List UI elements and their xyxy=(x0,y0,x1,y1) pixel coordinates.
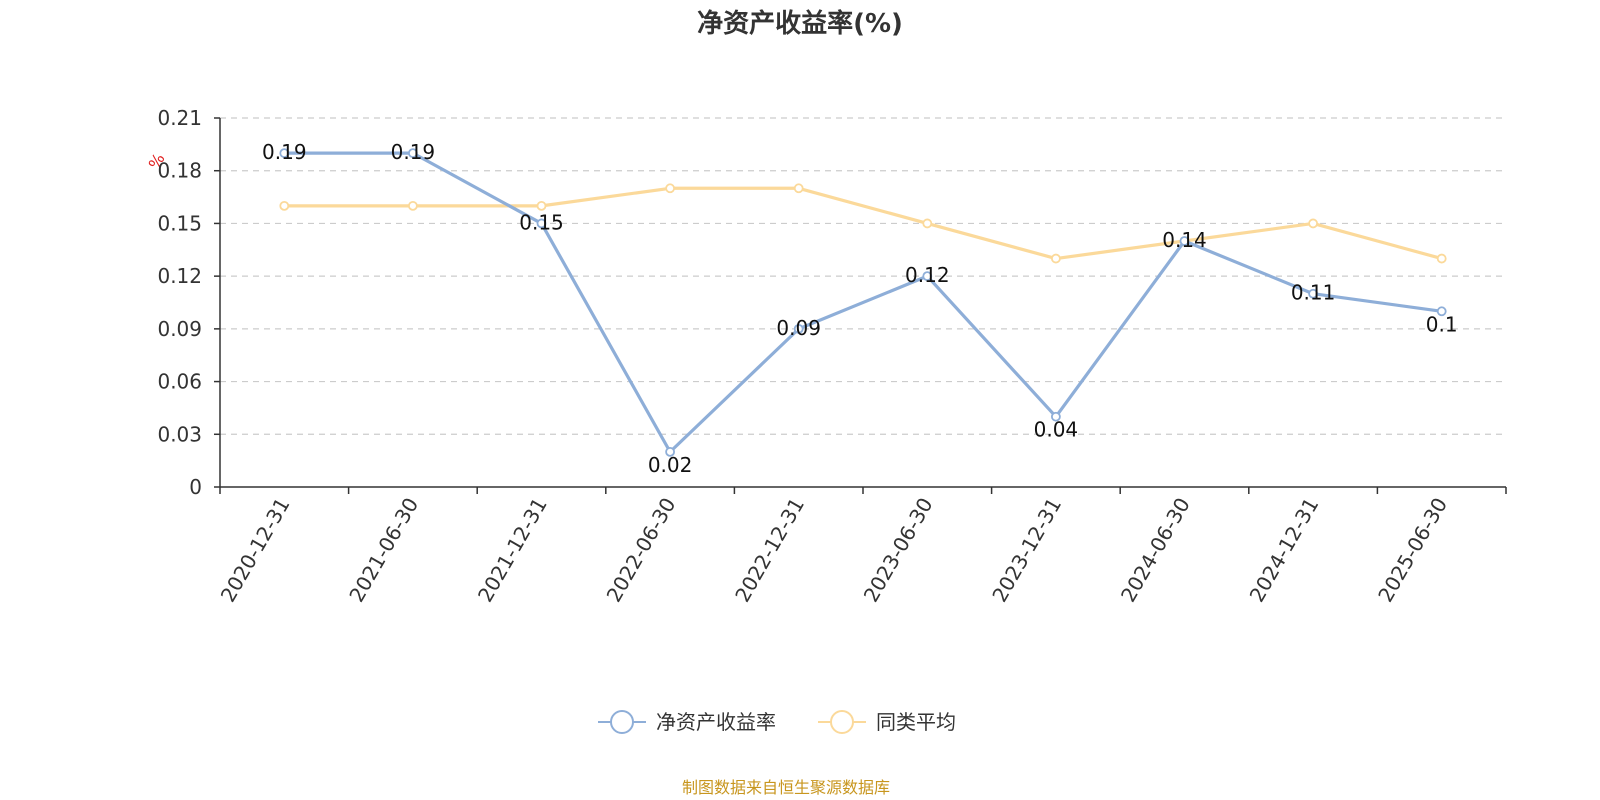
data-point xyxy=(665,183,675,194)
x-tick-label: 2023-06-30 xyxy=(859,494,938,607)
data-label: 0.19 xyxy=(391,140,436,164)
data-point xyxy=(922,271,933,282)
x-tick-label: 2025-06-30 xyxy=(1373,494,1452,607)
data-point xyxy=(1308,288,1318,299)
legend[interactable]: 净资产收益率 同类平均 xyxy=(598,710,956,734)
data-point xyxy=(407,148,418,159)
legend-label: 净资产收益率 xyxy=(656,710,776,734)
y-tick-label: 0.06 xyxy=(157,370,202,394)
data-point xyxy=(536,218,547,229)
x-tick-label: 2021-12-31 xyxy=(473,494,552,607)
legend-item-0[interactable]: 净资产收益率 xyxy=(598,710,776,734)
y-tick-label: 0.03 xyxy=(157,422,202,446)
series-lines xyxy=(279,148,1447,457)
x-tick-label: 2023-12-31 xyxy=(987,494,1066,607)
data-point xyxy=(1051,411,1061,422)
data-point xyxy=(1436,253,1447,264)
data-labels: 0.19 0.19 0.15 0.02 0.09 0.12 0.04 0.14 0.11 0.1 xyxy=(262,140,1458,477)
data-point xyxy=(793,323,804,334)
x-axis-ticks: 2020-12-31 2021-06-30 2021-12-31 2022-06-30… xyxy=(216,487,1507,607)
data-point xyxy=(1308,218,1318,229)
legend-item-1[interactable]: 同类平均 xyxy=(818,710,956,734)
x-tick-label: 2020-12-31 xyxy=(216,494,295,607)
data-point xyxy=(665,446,675,457)
data-label: 0.04 xyxy=(1034,418,1079,442)
data-label: 0.1 xyxy=(1426,312,1458,336)
data-point xyxy=(1436,306,1447,317)
data-label: 0.15 xyxy=(519,210,564,234)
legend-marker xyxy=(610,710,634,734)
y-tick-label: 0.18 xyxy=(157,159,202,183)
data-point xyxy=(279,148,290,159)
series-line-1 xyxy=(284,186,1443,261)
y-tick-label: 0.09 xyxy=(157,317,202,341)
x-tick-label: 2024-12-31 xyxy=(1245,494,1324,607)
data-point xyxy=(922,218,933,229)
x-tick-label: 2022-06-30 xyxy=(602,494,681,607)
data-point xyxy=(793,183,804,194)
data-label: 0.19 xyxy=(262,140,307,164)
y-tick-label: 0.12 xyxy=(157,264,202,288)
data-label: 0.02 xyxy=(648,453,693,477)
x-tick-label: 2021-06-30 xyxy=(344,494,423,607)
x-tick-label: 2022-12-31 xyxy=(730,494,809,607)
y-tick-label: 0.21 xyxy=(157,106,202,130)
data-point xyxy=(407,200,418,211)
series-line-0 xyxy=(284,151,1442,454)
data-point xyxy=(279,200,290,211)
source-note: 制图数据来自恒生聚源数据库 xyxy=(682,778,890,797)
data-label: 0.11 xyxy=(1291,281,1336,305)
legend-marker xyxy=(830,710,854,734)
data-label: 0.14 xyxy=(1162,228,1207,252)
y-axis-ticks: 0 0.03 0.06 0.09 0.12 0.15 0.18 0.21 xyxy=(157,106,220,499)
legend-label: 同类平均 xyxy=(876,710,956,734)
y-tick-label: 0 xyxy=(189,475,202,499)
grid-lines xyxy=(220,117,1506,435)
x-tick-label: 2024-06-30 xyxy=(1116,494,1195,607)
data-label: 0.09 xyxy=(776,316,821,340)
y-tick-label: 0.15 xyxy=(157,211,202,235)
data-point xyxy=(1051,253,1061,264)
data-point xyxy=(536,200,547,211)
data-label: 0.12 xyxy=(905,263,950,287)
chart-title: 净资产收益率(%) xyxy=(697,8,903,39)
data-point xyxy=(1179,236,1190,246)
